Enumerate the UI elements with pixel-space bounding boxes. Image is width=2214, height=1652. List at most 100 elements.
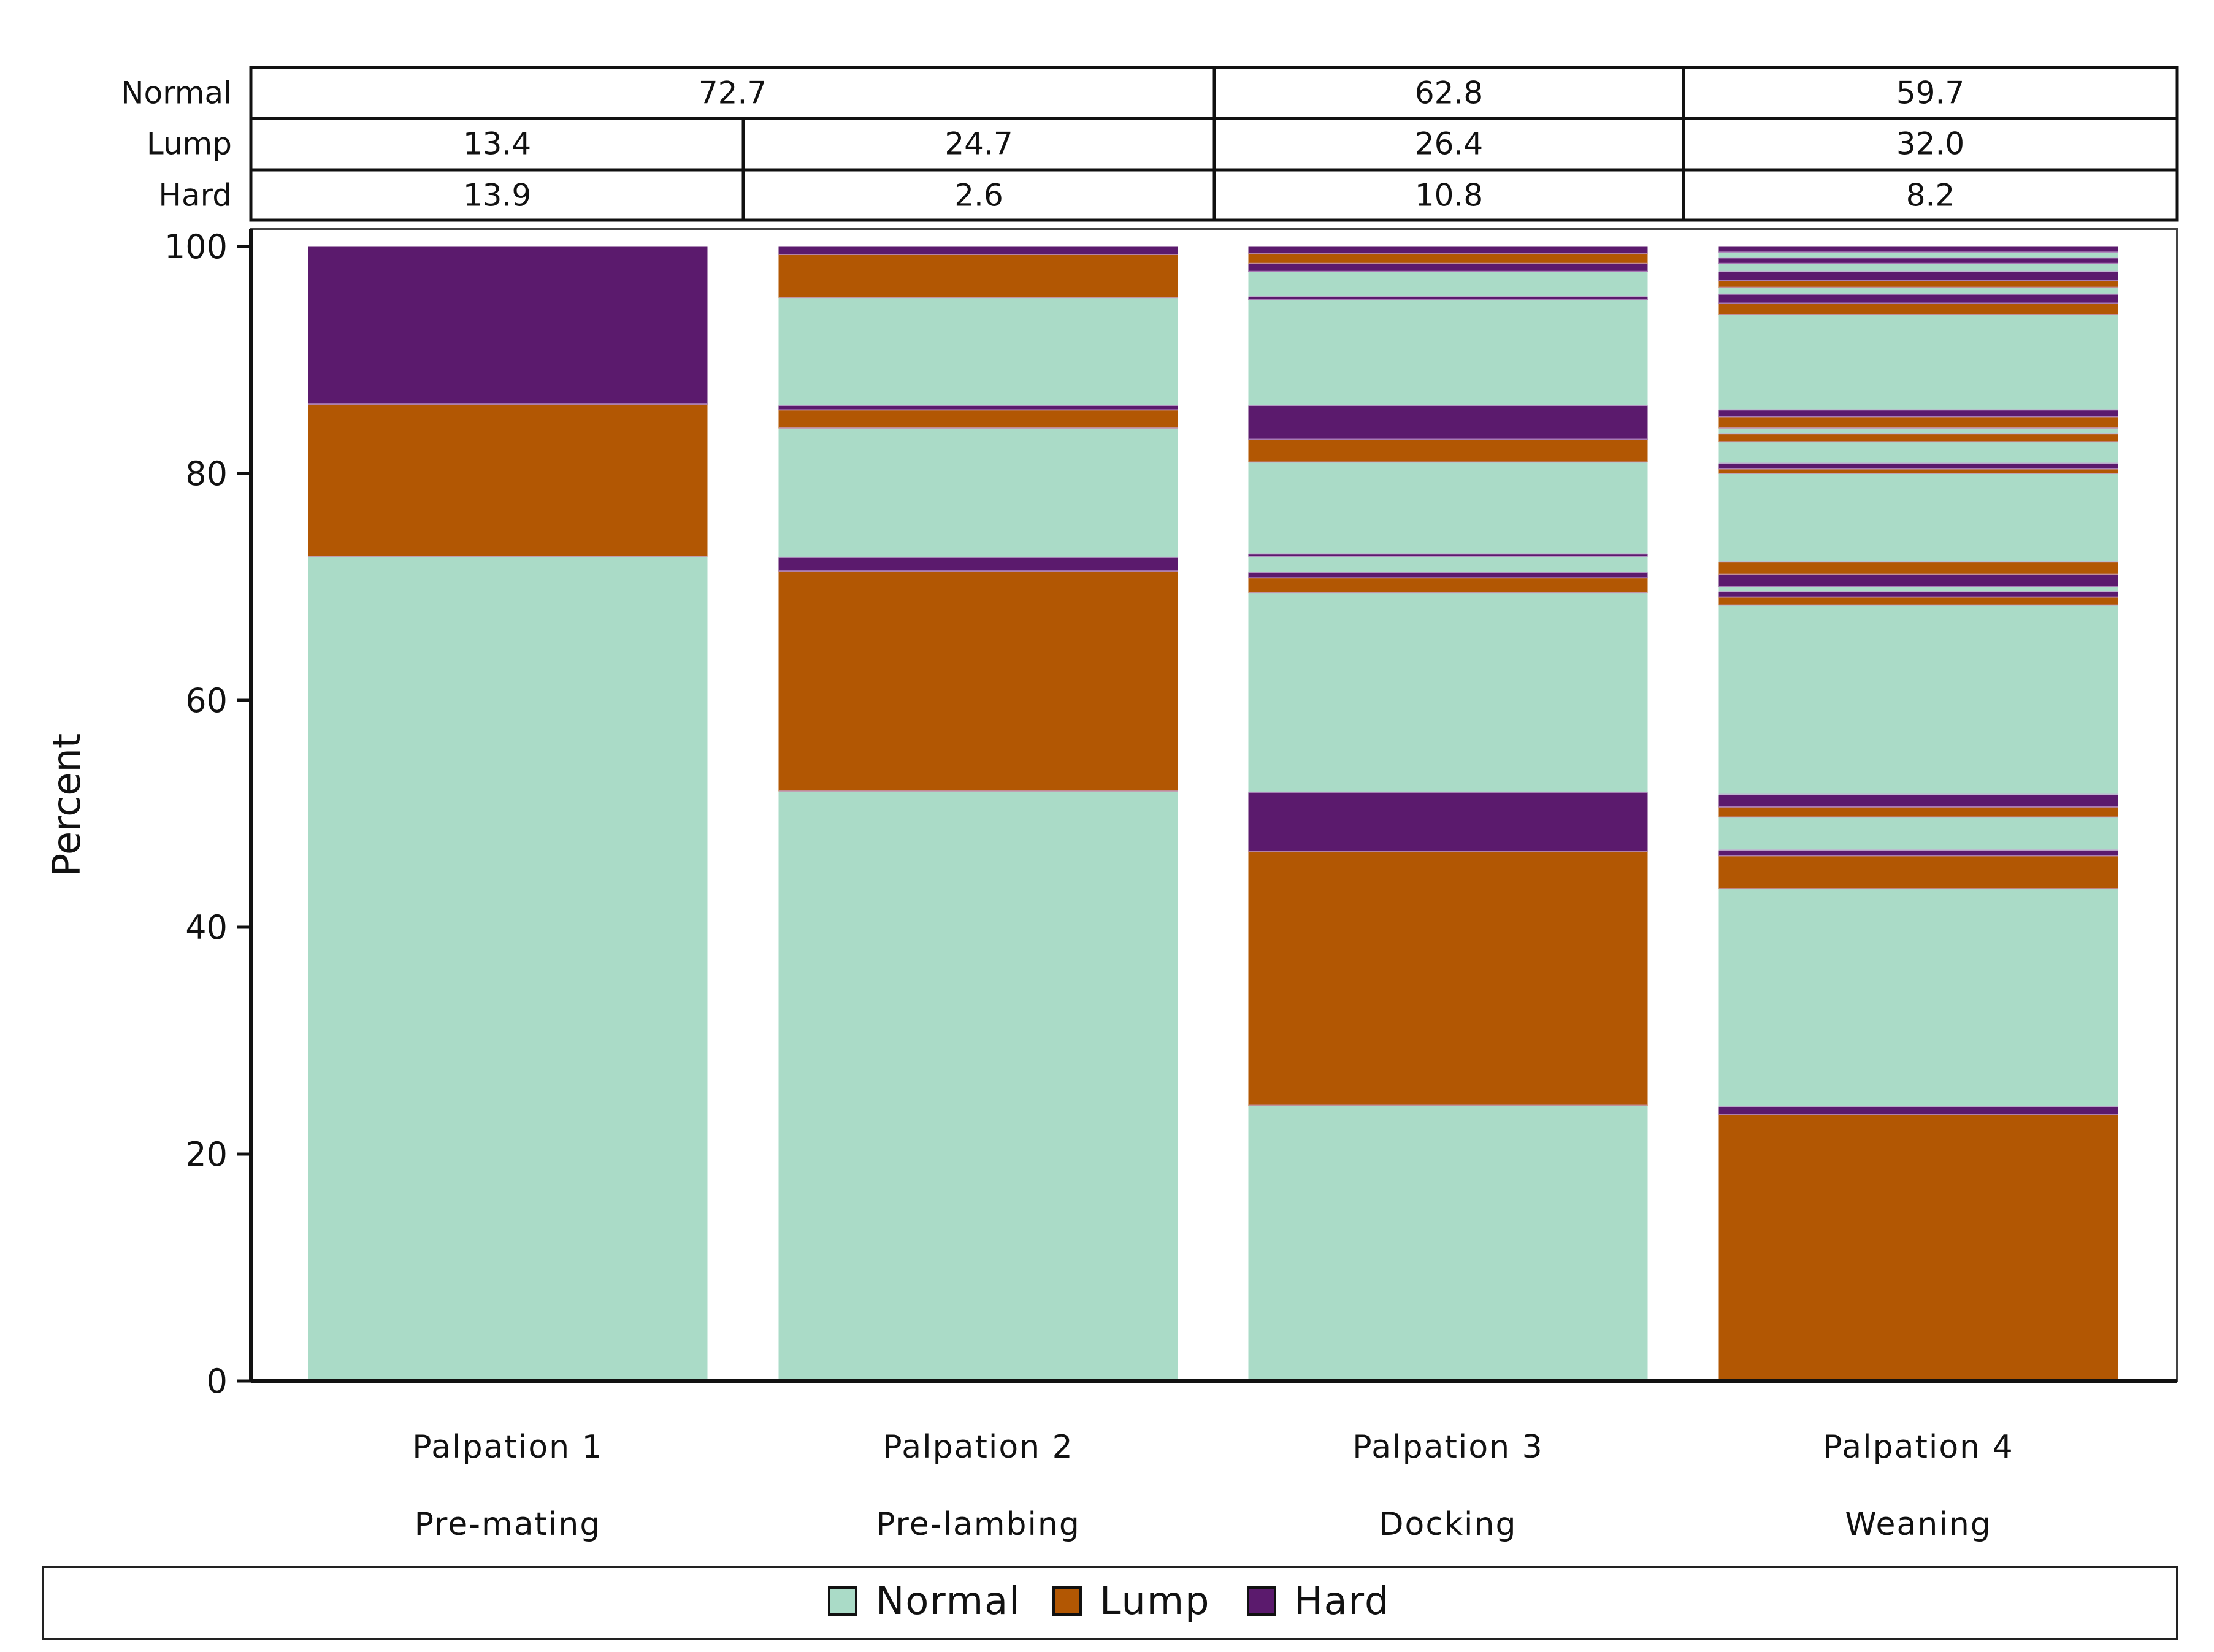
x-category-label: Palpation 2: [883, 1429, 1073, 1466]
legend: Normal Lump Hard: [42, 1566, 2178, 1640]
bar-segment-lump: [1718, 561, 2118, 575]
legend-swatch-hard: [1247, 1586, 1276, 1616]
y-tick-label: 20: [185, 1135, 228, 1174]
bar-segment-normal: [308, 556, 708, 1382]
x-category-label: Palpation 4: [1823, 1429, 2013, 1466]
summary-table: Normal 72.7 62.8 59.7 Lump 13.4 24.7 26.4 32.0 Ha…: [121, 66, 2179, 222]
y-tick-label: 80: [185, 454, 228, 493]
x-category-label: Palpation 1: [412, 1429, 603, 1466]
table-cell-hard-2: 10.8: [1415, 178, 1483, 213]
bar-segment-normal: [1248, 462, 1648, 554]
bar-palpation-2: [778, 246, 1178, 1382]
table-cell-lump-1: 24.7: [944, 126, 1013, 162]
legend-label-lump: Lump: [1100, 1578, 1211, 1623]
bar-palpation-1: [308, 246, 708, 1382]
bar-segment-lump: [1718, 280, 2118, 288]
bar-palpation-4: [1718, 246, 2118, 1382]
y-tick-label: 0: [207, 1362, 228, 1401]
bar-segment-normal: [1718, 817, 2118, 851]
bar-segment-normal: [1718, 263, 2118, 272]
bar-segment-hard: [1718, 409, 2118, 418]
bar-segment-hard: [1248, 246, 1648, 254]
bar-segment-lump: [1718, 303, 2118, 315]
legend-swatch-lump: [1052, 1586, 1082, 1616]
bar-segment-normal: [1248, 271, 1648, 297]
table-cell-normal-0: 72.7: [699, 75, 767, 111]
bar-segment-hard: [1718, 462, 2118, 470]
bar-segment-hard: [1248, 263, 1648, 272]
bar-segment-hard: [1718, 591, 2118, 598]
bar-segment-lump: [1718, 855, 2118, 889]
table-cell-lump-0: 13.4: [463, 126, 531, 162]
table-cell-hard-1: 2.6: [954, 178, 1003, 213]
bar-palpation-3: [1248, 246, 1648, 1382]
bar-segment-normal: [1718, 473, 2118, 562]
legend-frame: [42, 1566, 2178, 1640]
table-label-hard: Hard: [158, 178, 232, 213]
bar-segment-lump: [1248, 439, 1648, 462]
x-category-sublabel: Docking: [1379, 1506, 1517, 1543]
bar-segment-lump: [1248, 253, 1648, 264]
bar-segment-hard: [778, 405, 1178, 410]
bar-segment-lump: [1248, 851, 1648, 1106]
bar-segment-hard: [1718, 271, 2118, 281]
bar-segment-normal: [1718, 586, 2118, 592]
table-cell-lump-2: 26.4: [1415, 126, 1483, 162]
y-axis-title: Percent: [44, 733, 89, 876]
bar-segment-normal: [1718, 314, 2118, 410]
legend-label-normal: Normal: [876, 1578, 1021, 1623]
bar-segment-hard: [1718, 574, 2118, 587]
axes: 0 20 40 60 80 100 Percent Palpation 1 Pre-mating…: [44, 228, 2178, 1543]
bar-segment-normal: [778, 427, 1178, 558]
table-cell-hard-3: 8.2: [1906, 178, 1955, 213]
bar-segment-lump: [778, 409, 1178, 429]
bar-segment-hard: [308, 246, 708, 405]
x-category-sublabel: Pre-lambing: [876, 1506, 1081, 1543]
bar-segment-normal: [1248, 556, 1648, 573]
bar-segment-hard: [1718, 794, 2118, 808]
x-category-sublabel: Pre-mating: [415, 1506, 602, 1543]
table-cell-normal-1: 62.8: [1415, 75, 1483, 111]
bar-segment-hard: [778, 557, 1178, 572]
bar-segment-lump: [778, 254, 1178, 298]
bar-segment-hard: [1718, 1106, 2118, 1115]
bar-segment-hard: [1248, 572, 1648, 578]
bar-segment-hard: [778, 246, 1178, 255]
bar-segment-hard: [1718, 246, 2118, 253]
bar-segment-normal: [1718, 251, 2118, 258]
bars: [308, 246, 2118, 1382]
bar-segment-lump: [1718, 597, 2118, 606]
bar-segment-hard: [1248, 792, 1648, 852]
x-category-label: Palpation 3: [1352, 1429, 1543, 1466]
table-cell-lump-3: 32.0: [1896, 126, 1964, 162]
bar-segment-normal: [1718, 888, 2118, 1107]
bar-segment-lump: [1718, 433, 2118, 442]
table-label-lump: Lump: [147, 126, 232, 162]
bar-segment-hard: [1718, 258, 2118, 264]
bar-segment-hard: [1718, 849, 2118, 856]
y-tick-label: 60: [185, 681, 228, 720]
bar-segment-normal: [1248, 1104, 1648, 1382]
bar-segment-normal: [1718, 427, 2118, 434]
bar-segment-lump: [1248, 577, 1648, 593]
bar-segment-normal: [1248, 592, 1648, 793]
bar-segment-lump: [1718, 468, 2118, 474]
bar-segment-normal: [778, 297, 1178, 406]
bar-segment-lump: [308, 403, 708, 557]
bar-segment-normal: [1718, 605, 2118, 795]
table-cell-hard-0: 13.9: [463, 178, 531, 213]
bar-segment-normal: [1718, 287, 2118, 295]
bar-segment-lump: [1718, 416, 2118, 429]
legend-label-hard: Hard: [1294, 1578, 1390, 1623]
bar-segment-hard: [1248, 405, 1648, 440]
bar-segment-lump: [778, 570, 1178, 792]
table-label-normal: Normal: [121, 75, 232, 111]
bar-segment-hard: [1718, 294, 2118, 304]
x-category-sublabel: Weaning: [1845, 1506, 1992, 1543]
bar-segment-normal: [1718, 441, 2118, 464]
bar-segment-normal: [1248, 299, 1648, 406]
bar-segment-normal: [778, 790, 1178, 1382]
y-tick-label: 100: [164, 228, 228, 266]
y-tick-label: 40: [185, 908, 228, 947]
